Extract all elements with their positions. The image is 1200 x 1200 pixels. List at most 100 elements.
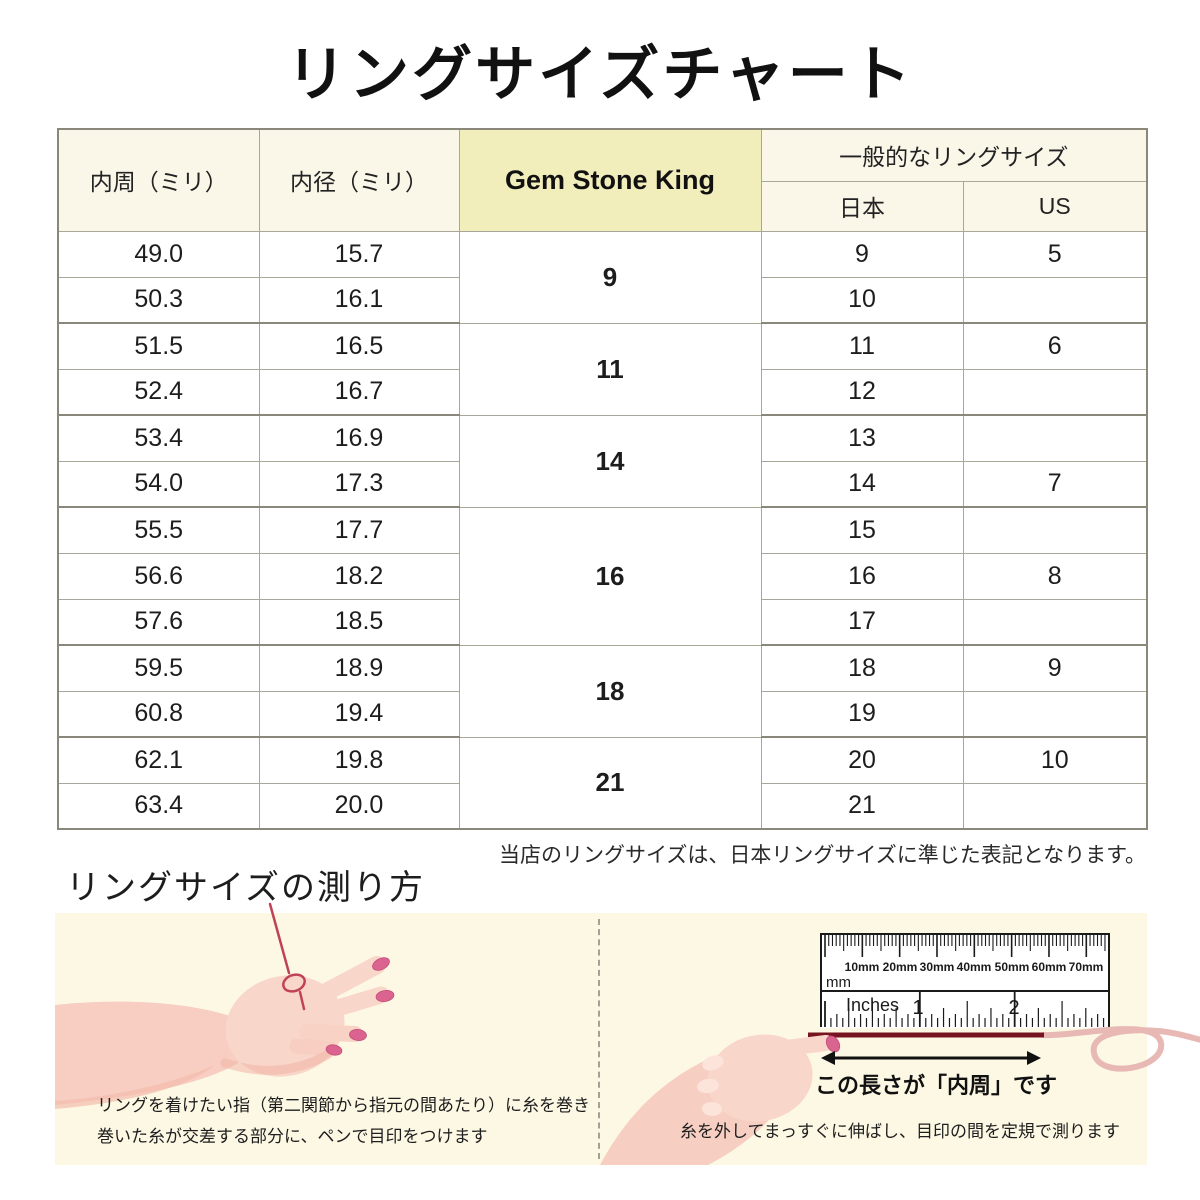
cell-japan-size: 15 [760, 506, 964, 554]
table-row: 49.0 15.7 9 9 5 [57, 230, 1148, 324]
fingernail [825, 1035, 841, 1053]
left-caption-line-2: 巻いた糸が交差する部分に、ペンで目印をつけます [97, 1127, 488, 1146]
table-row: 50.3 16.1 10 [57, 276, 1148, 324]
cell-japan-size: 21 [760, 782, 964, 830]
left-instruction-caption: リングを着けたい指（第二関節から指元の間あたり）に糸を巻き 巻いた糸が交差する部… [97, 1090, 590, 1152]
left-caption-line-1: リングを着けたい指（第二関節から指元の間あたり）に糸を巻き [97, 1096, 590, 1115]
fingernail [375, 989, 395, 1003]
cell-japan-size: 20 [760, 736, 964, 784]
table-row: 52.4 16.7 12 [57, 368, 1148, 416]
measuring-section-heading: リングサイズの測り方 [66, 869, 425, 907]
cell-japan-size: 14 [760, 460, 964, 508]
ruler-mm-unit-label: mm [826, 974, 851, 991]
fingernail [325, 1044, 343, 1056]
col-header-brand: Gem Stone King [458, 128, 762, 232]
ruler: 10mm 20mm 30mm 40mm 50mm 60mm 70mm mm In… [820, 933, 1110, 1028]
cell-circumference: 63.4 [57, 782, 260, 830]
ruler-inch-number: 1 [912, 997, 923, 1019]
cell-us-size [962, 414, 1148, 462]
cell-circumference: 53.4 [57, 414, 260, 462]
left-hand [55, 956, 395, 1109]
cell-circumference: 55.5 [57, 506, 260, 554]
hand-with-thread-illustration [55, 902, 395, 1109]
table-header: 内周（ミリ） 内径（ミリ） Gem Stone King 一般的なリングサイズ … [57, 128, 1148, 232]
size-notation-note: 当店のリングサイズは、日本リングサイズに準じた表記となります。 [498, 844, 1146, 867]
ring-size-table: 内周（ミリ） 内径（ミリ） Gem Stone King 一般的なリングサイズ … [57, 128, 1148, 830]
table-row: 53.4 16.9 14 13 [57, 414, 1148, 508]
cell-gsk-size: 9 [458, 230, 762, 324]
length-arrow [821, 1051, 1041, 1065]
cell-diameter: 18.9 [258, 644, 460, 692]
cell-diameter: 15.7 [258, 230, 460, 278]
cell-diameter: 18.5 [258, 598, 460, 646]
table-row: 62.1 19.8 21 20 10 [57, 736, 1148, 830]
col-header-inner-diameter: 内径（ミリ） [258, 128, 460, 232]
fingernail [349, 1029, 367, 1041]
col-header-us: US [962, 180, 1148, 232]
ruler-mm-label: 40mm [957, 960, 992, 974]
cell-us-size [962, 368, 1148, 416]
cell-us-size: 5 [962, 230, 1148, 278]
cell-gsk-size: 21 [458, 736, 762, 830]
table-row: 60.8 19.4 19 [57, 690, 1148, 738]
cell-gsk-size: 18 [458, 644, 762, 738]
cell-circumference: 59.5 [57, 644, 260, 692]
cell-circumference: 60.8 [57, 690, 260, 738]
cell-us-size [962, 276, 1148, 324]
ruler-mm-label: 20mm [883, 960, 918, 974]
cell-japan-size: 13 [760, 414, 964, 462]
ruler-mm-label: 70mm [1069, 960, 1104, 974]
cell-gsk-size: 16 [458, 506, 762, 646]
header-row-2: 日本 US [58, 180, 1148, 232]
cell-circumference: 49.0 [57, 230, 260, 278]
table-row: 55.5 17.7 16 15 [57, 506, 1148, 646]
cell-diameter: 20.0 [258, 782, 460, 830]
col-header-inner-circumference: 内周（ミリ） [57, 128, 260, 232]
table-row: 56.6 18.2 16 8 [57, 552, 1148, 600]
table-row: 51.5 16.5 11 11 6 [57, 322, 1148, 416]
cell-japan-size: 16 [760, 552, 964, 600]
cell-us-size: 7 [962, 460, 1148, 508]
cell-circumference: 50.3 [57, 276, 260, 324]
table-row: 57.6 18.5 17 [57, 598, 1148, 646]
table-row: 54.0 17.3 14 7 [57, 460, 1148, 508]
ruler-mm-label: 30mm [920, 960, 955, 974]
table-row: 59.5 18.9 18 18 9 [57, 644, 1148, 738]
pink-thread-loop [1041, 1026, 1200, 1072]
cell-us-size [962, 782, 1148, 830]
cell-us-size [962, 598, 1148, 646]
ruler-measuring-illustration: 10mm 20mm 30mm 40mm 50mm 60mm 70mm mm In… [600, 933, 1200, 1165]
cell-gsk-size: 11 [458, 322, 762, 416]
cell-circumference: 57.6 [57, 598, 260, 646]
cell-diameter: 16.1 [258, 276, 460, 324]
cell-japan-size: 12 [760, 368, 964, 416]
cell-circumference: 54.0 [57, 460, 260, 508]
cell-us-size [962, 506, 1148, 554]
cell-circumference: 56.6 [57, 552, 260, 600]
page-title: リングサイズチャート [286, 41, 914, 108]
cell-us-size: 8 [962, 552, 1148, 600]
inner-circumference-length-label: この長さが「内周」です [814, 1073, 1057, 1098]
cell-japan-size: 11 [760, 322, 964, 370]
ruler-mm-label: 60mm [1032, 960, 1067, 974]
cell-us-size [962, 690, 1148, 738]
cell-japan-size: 19 [760, 690, 964, 738]
cell-diameter: 19.4 [258, 690, 460, 738]
ruler-mm-label: 10mm [845, 960, 880, 974]
cell-gsk-size: 14 [458, 414, 762, 508]
cell-circumference: 62.1 [57, 736, 260, 784]
cell-japan-size: 10 [760, 276, 964, 324]
cell-diameter: 19.8 [258, 736, 460, 784]
cell-japan-size: 9 [760, 230, 964, 278]
cell-circumference: 51.5 [57, 322, 260, 370]
thread-on-finger [268, 902, 306, 1011]
cell-diameter: 18.2 [258, 552, 460, 600]
right-instruction-caption: 糸を外してまっすぐに伸ばし、目印の間を定規で測ります [680, 1122, 1120, 1141]
cell-japan-size: 18 [760, 644, 964, 692]
cell-diameter: 17.7 [258, 506, 460, 554]
cell-us-size: 10 [962, 736, 1148, 784]
cell-circumference: 52.4 [57, 368, 260, 416]
cell-diameter: 16.5 [258, 322, 460, 370]
table-row: 63.4 20.0 21 [57, 782, 1148, 830]
